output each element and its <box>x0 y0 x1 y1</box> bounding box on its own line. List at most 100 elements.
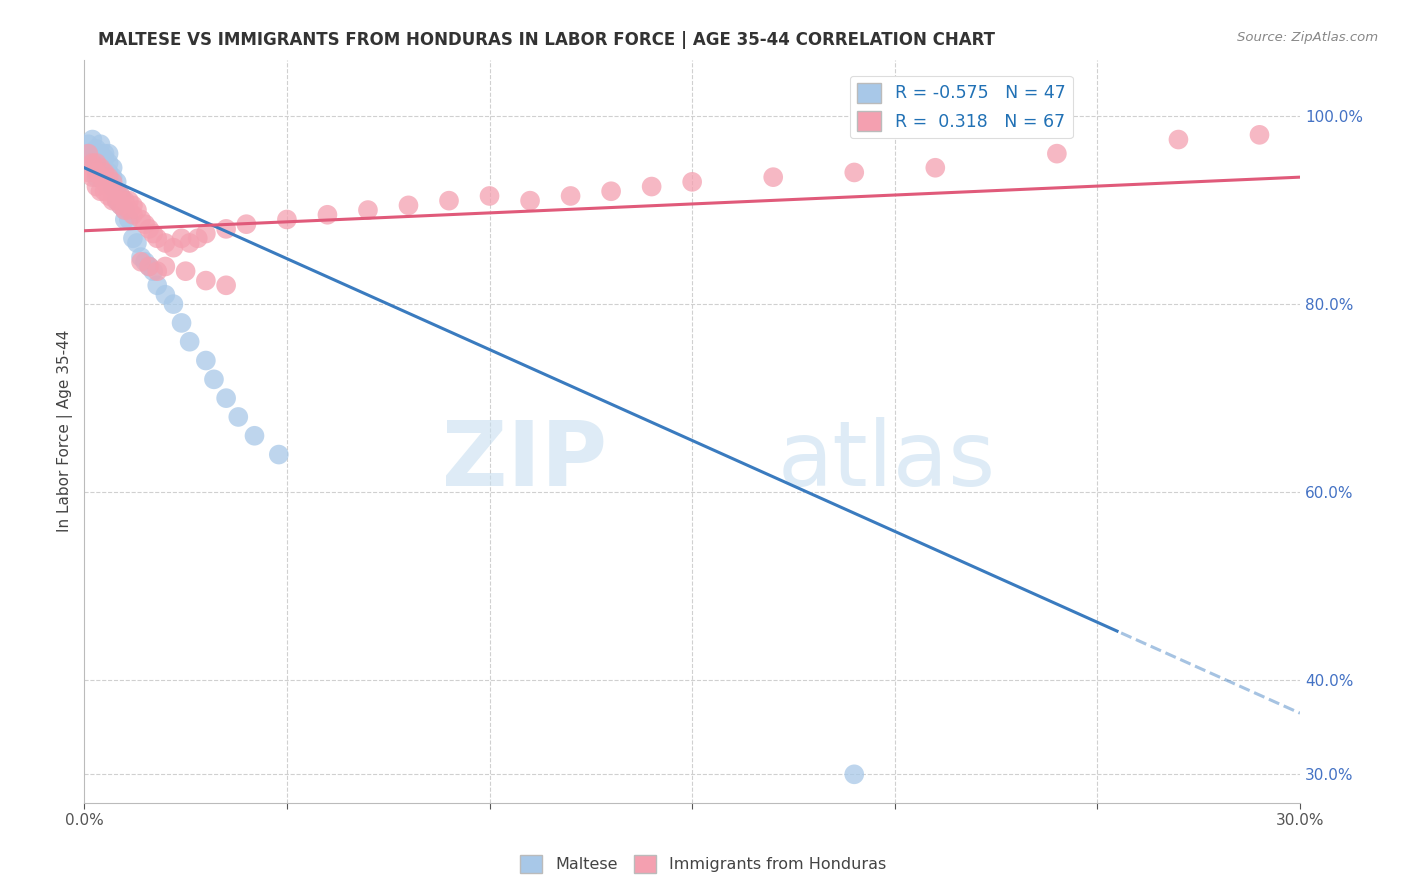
Point <box>194 274 217 288</box>
Point <box>1249 128 1271 142</box>
Point <box>600 184 623 198</box>
Point <box>174 264 197 278</box>
Point <box>125 202 148 217</box>
Point <box>316 208 339 222</box>
Point <box>86 146 108 161</box>
Point <box>86 161 108 175</box>
Point <box>155 260 177 274</box>
Point <box>105 184 128 198</box>
Point <box>276 212 298 227</box>
Point <box>179 334 201 349</box>
Point <box>101 161 124 175</box>
Point <box>129 212 152 227</box>
Point <box>187 231 209 245</box>
Point <box>77 146 100 161</box>
Point <box>267 448 290 462</box>
Point <box>105 194 128 208</box>
Point <box>105 184 128 198</box>
Point <box>243 429 266 443</box>
Point <box>226 409 249 424</box>
Text: ZIP: ZIP <box>441 417 607 505</box>
Point <box>101 184 124 198</box>
Point <box>97 146 120 161</box>
Point <box>89 156 111 170</box>
Point <box>82 156 104 170</box>
Point <box>162 241 184 255</box>
Point <box>118 202 141 217</box>
Point <box>844 767 866 781</box>
Point <box>93 184 115 198</box>
Point <box>519 194 541 208</box>
Point <box>93 165 115 179</box>
Point <box>110 189 132 203</box>
Text: Source: ZipAtlas.com: Source: ZipAtlas.com <box>1237 31 1378 45</box>
Point <box>215 222 238 236</box>
Point <box>110 198 132 212</box>
Point <box>146 278 169 293</box>
Point <box>101 170 124 185</box>
Point <box>122 208 145 222</box>
Point <box>82 152 104 166</box>
Point <box>114 202 136 217</box>
Point <box>357 202 380 217</box>
Point <box>681 175 703 189</box>
Point <box>101 175 124 189</box>
Point <box>122 231 145 245</box>
Point <box>93 165 115 179</box>
Point <box>110 189 132 203</box>
Point <box>86 142 108 156</box>
Point <box>89 184 111 198</box>
Point <box>89 161 111 175</box>
Point <box>235 217 257 231</box>
Point <box>478 189 501 203</box>
Point <box>89 137 111 152</box>
Point <box>146 264 169 278</box>
Point <box>93 146 115 161</box>
Point <box>437 194 460 208</box>
Point <box>77 165 100 179</box>
Point <box>560 189 582 203</box>
Point <box>179 235 201 250</box>
Point <box>924 161 946 175</box>
Point <box>97 179 120 194</box>
Point <box>762 170 785 185</box>
Point <box>114 202 136 217</box>
Text: MALTESE VS IMMIGRANTS FROM HONDURAS IN LABOR FORCE | AGE 35-44 CORRELATION CHART: MALTESE VS IMMIGRANTS FROM HONDURAS IN L… <box>98 31 995 49</box>
Point <box>97 170 120 185</box>
Text: atlas: atlas <box>778 417 995 505</box>
Legend: Maltese, Immigrants from Honduras: Maltese, Immigrants from Honduras <box>513 848 893 880</box>
Point <box>101 179 124 194</box>
Point <box>134 254 156 268</box>
Y-axis label: In Labor Force | Age 35-44: In Labor Force | Age 35-44 <box>58 330 73 533</box>
Point <box>110 198 132 212</box>
Point <box>194 227 217 241</box>
Point <box>170 316 193 330</box>
Legend: R = -0.575   N = 47, R =  0.318   N = 67: R = -0.575 N = 47, R = 0.318 N = 67 <box>849 76 1073 138</box>
Point <box>1167 132 1189 146</box>
Point <box>82 132 104 146</box>
Point <box>215 391 238 405</box>
Point <box>114 212 136 227</box>
Point <box>129 250 152 264</box>
Point <box>155 287 177 301</box>
Point <box>640 179 662 194</box>
Point <box>118 212 141 227</box>
Point <box>129 254 152 268</box>
Point <box>86 179 108 194</box>
Point <box>170 231 193 245</box>
Point <box>142 264 165 278</box>
Point <box>97 165 120 179</box>
Point <box>122 198 145 212</box>
Point <box>105 175 128 189</box>
Point <box>89 146 111 161</box>
Point <box>77 137 100 152</box>
Point <box>93 152 115 166</box>
Point <box>86 156 108 170</box>
Point <box>118 194 141 208</box>
Point <box>93 175 115 189</box>
Point <box>142 227 165 241</box>
Point <box>114 194 136 208</box>
Point <box>97 170 120 185</box>
Point <box>134 217 156 231</box>
Point <box>138 260 160 274</box>
